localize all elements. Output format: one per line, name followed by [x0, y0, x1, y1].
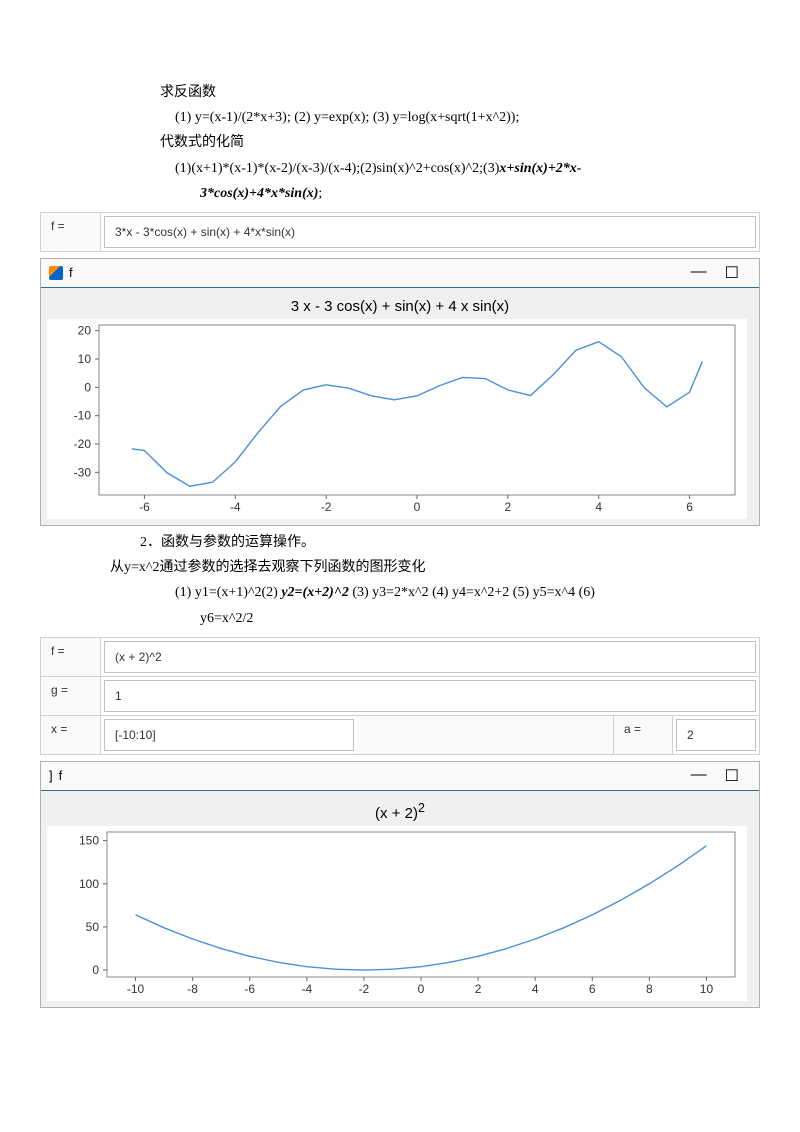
f2-input[interactable]: (x + 2)^2: [104, 641, 756, 673]
simplify-items: (1)(x+1)*(x-1)*(x-2)/(x-3)/(x-4);(2)sin(…: [0, 156, 800, 181]
bracket-icon: ]: [49, 768, 53, 783]
figure-title: f: [69, 265, 73, 280]
section-2-items: (1) y1=(x+1)^2(2) y2=(x+2)^2 (3) y3=2*x^…: [0, 580, 800, 605]
minimize-icon-2[interactable]: —: [691, 766, 707, 786]
input-panel-2: f = (x + 2)^2 g = 1 x = [-10:10] a = 2: [40, 637, 760, 755]
figure-title-left: f: [49, 265, 73, 280]
g-label: g =: [41, 677, 101, 715]
svg-text:6: 6: [589, 982, 596, 996]
inverse-items: (1) y=(x-1)/(2*x+3); (2) y=exp(x); (3) y…: [0, 105, 800, 130]
svg-text:-2: -2: [321, 500, 332, 514]
chart-title-exp: 2: [418, 801, 425, 815]
s2-b: y2=(x+2)^2: [278, 585, 352, 600]
panel2-row-x: x = [-10:10] a = 2: [41, 716, 759, 754]
svg-text:-4: -4: [301, 982, 312, 996]
figure-window-1: f — ☐ 3 x - 3 cos(x) + sin(x) + 4 x sin(…: [40, 258, 760, 526]
chart-title-base: (x + 2): [375, 805, 418, 822]
svg-text:6: 6: [686, 500, 693, 514]
simplify-part-b: x+sin(x)+2*x-: [499, 161, 581, 176]
simplify-part-c: 3*cos(x)+4*x*sin(x): [200, 186, 318, 201]
svg-text:4: 4: [595, 500, 602, 514]
simplify-part-a: (1)(x+1)*(x-1)*(x-2)/(x-3)/(x-4);(2)sin(…: [175, 161, 499, 176]
svg-text:0: 0: [84, 380, 91, 394]
chart-2: -10-8-6-4-20246810050100150: [47, 826, 747, 1001]
matlab-icon: [49, 266, 63, 280]
minimize-icon[interactable]: —: [691, 263, 707, 283]
svg-text:-10: -10: [74, 409, 92, 423]
chart-1: -6-4-20246-30-20-1001020: [47, 319, 747, 519]
svg-text:-30: -30: [74, 465, 92, 479]
inverse-heading: 求反函数: [0, 80, 800, 105]
svg-text:-4: -4: [230, 500, 241, 514]
svg-text:100: 100: [79, 876, 99, 890]
simplify-heading: 代数式的化简: [0, 130, 800, 155]
svg-text:0: 0: [414, 500, 421, 514]
svg-text:0: 0: [418, 982, 425, 996]
window-controls-2: — ☐: [691, 766, 751, 786]
figure-title-left-2: ] f: [49, 768, 62, 783]
section-2-items-2: y6=x^2/2: [0, 606, 800, 631]
svg-text:150: 150: [79, 833, 99, 847]
svg-text:10: 10: [700, 982, 714, 996]
chart-title-1: 3 x - 3 cos(x) + sin(x) + 4 x sin(x): [47, 294, 753, 319]
f-label: f =: [41, 213, 101, 251]
svg-text:10: 10: [78, 352, 92, 366]
maximize-icon-2[interactable]: ☐: [725, 766, 739, 786]
panel-row-f: f = 3*x - 3*cos(x) + sin(x) + 4*x*sin(x): [41, 213, 759, 251]
svg-text:0: 0: [92, 963, 99, 977]
figure-body-1: 3 x - 3 cos(x) + sin(x) + 4 x sin(x) -6 -…: [41, 288, 759, 525]
figure-titlebar-1[interactable]: f — ☐: [41, 259, 759, 288]
simplify-part-d: ;: [318, 186, 322, 201]
svg-text:-10: -10: [127, 982, 145, 996]
panel2-row-g: g = 1: [41, 677, 759, 716]
a-label: a =: [613, 716, 673, 754]
figure-body-2: (x + 2)2 -10-8-6-4-20246810050100150: [41, 791, 759, 1007]
svg-text:-8: -8: [187, 982, 198, 996]
f2-label: f =: [41, 638, 101, 676]
x-input[interactable]: [-10:10]: [104, 719, 354, 751]
s2-a: (1) y1=(x+1)^2(2): [175, 585, 278, 600]
svg-text:4: 4: [532, 982, 539, 996]
x-label: x =: [41, 716, 101, 754]
simplify-items-2: 3*cos(x)+4*x*sin(x);: [0, 181, 800, 206]
panel-gap: [357, 716, 613, 754]
s2-c: (3) y3=2*x^2 (4) y4=x^2+2 (5) y5=x^4 (6): [352, 585, 595, 600]
section-2: 2．函数与参数的运算操作。: [0, 530, 800, 555]
svg-text:-20: -20: [74, 437, 92, 451]
svg-text:-6: -6: [244, 982, 255, 996]
f-input[interactable]: 3*x - 3*cos(x) + sin(x) + 4*x*sin(x): [104, 216, 756, 248]
figure-title-2: f: [59, 768, 63, 783]
svg-text:-2: -2: [359, 982, 370, 996]
input-panel-1: f = 3*x - 3*cos(x) + sin(x) + 4*x*sin(x): [40, 212, 760, 252]
maximize-icon[interactable]: ☐: [725, 263, 739, 283]
document-content: 求反函数 (1) y=(x-1)/(2*x+3); (2) y=exp(x); …: [0, 0, 800, 1008]
figure-window-2: ] f — ☐ (x + 2)2 -10-8-6-4-2024681005010…: [40, 761, 760, 1008]
svg-text:2: 2: [475, 982, 482, 996]
a-input[interactable]: 2: [676, 719, 756, 751]
section-2-sub: 从y=x^2通过参数的选择去观察下列函数的图形变化: [0, 555, 800, 580]
svg-text:50: 50: [86, 920, 100, 934]
svg-text:8: 8: [646, 982, 653, 996]
g-input[interactable]: 1: [104, 680, 756, 712]
svg-text:2: 2: [505, 500, 512, 514]
svg-text:-6: -6: [139, 500, 150, 514]
window-controls: — ☐: [691, 263, 751, 283]
chart-title-2: (x + 2)2: [47, 797, 753, 826]
panel2-row-f: f = (x + 2)^2: [41, 638, 759, 677]
svg-text:20: 20: [78, 324, 92, 338]
figure-titlebar-2[interactable]: ] f — ☐: [41, 762, 759, 791]
